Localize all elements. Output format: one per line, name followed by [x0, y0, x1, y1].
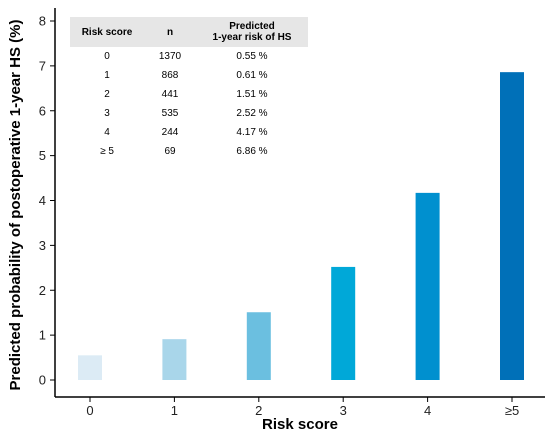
cell-n: 244: [161, 127, 179, 138]
y-tick-label: 4: [39, 193, 46, 208]
y-tick-label: 0: [39, 373, 46, 388]
y-tick-label: 6: [39, 103, 46, 118]
table-row: 2 441 1.51 %: [70, 85, 308, 104]
bar: [246, 312, 271, 380]
risk-table: Risk score n Predicted 1-year risk of HS…: [70, 17, 308, 161]
x-axis-title: Risk score: [262, 416, 338, 433]
bar: [162, 339, 187, 380]
y-tick-label: 2: [39, 283, 46, 298]
cell-n: 1370: [158, 51, 182, 62]
cell-n: 535: [161, 108, 179, 119]
y-tick-label: 5: [39, 148, 46, 163]
cell-predicted-risk: 1.51 %: [236, 89, 268, 100]
table-row: ≥ 5 69 6.86 %: [70, 142, 308, 161]
header-predicted-risk: Predicted 1-year risk of HS: [196, 17, 308, 47]
y-tick-label: 3: [39, 238, 46, 253]
x-tick-label: 2: [255, 403, 262, 418]
x-tick-label: ≥5: [505, 403, 519, 418]
bar: [500, 72, 524, 380]
cell-risk-score: 3: [104, 108, 110, 119]
cell-risk-score: 2: [104, 89, 110, 100]
y-axis-title: Predicted probability of postoperative 1…: [7, 20, 24, 391]
cell-predicted-risk: 2.52 %: [236, 108, 268, 119]
table-row: 0 1370 0.55 %: [70, 47, 308, 66]
x-tick-label: 0: [86, 403, 93, 418]
cell-predicted-risk: 4.17 %: [236, 127, 268, 138]
table-row: 3 535 2.52 %: [70, 104, 308, 123]
x-tick-label: 1: [171, 403, 178, 418]
bar: [78, 355, 102, 380]
cell-predicted-risk: 0.55 %: [236, 51, 268, 62]
cell-n: 441: [161, 89, 179, 100]
cell-risk-score: 4: [104, 127, 110, 138]
cell-predicted-risk: 6.86 %: [236, 146, 268, 157]
x-tick-label: 3: [340, 403, 347, 418]
y-tick-label: 8: [39, 14, 46, 29]
x-tick-label: 4: [424, 403, 431, 418]
bar: [415, 192, 440, 380]
cell-predicted-risk: 0.61 %: [236, 70, 268, 81]
table-row: 4 244 4.17 %: [70, 123, 308, 142]
cell-risk-score: 0: [104, 51, 110, 62]
header-risk-score: Risk score: [70, 17, 144, 47]
cell-risk-score: 1: [104, 70, 110, 81]
cell-risk-score: ≥ 5: [100, 146, 114, 157]
y-tick-label: 1: [39, 328, 46, 343]
cell-n: 69: [164, 146, 176, 157]
bar: [331, 266, 356, 380]
header-n: n: [144, 17, 196, 47]
y-tick-label: 7: [39, 58, 46, 73]
table-row: 1 868 0.61 %: [70, 66, 308, 85]
table-header-row: Risk score n Predicted 1-year risk of HS: [70, 17, 308, 47]
cell-n: 868: [161, 70, 179, 81]
